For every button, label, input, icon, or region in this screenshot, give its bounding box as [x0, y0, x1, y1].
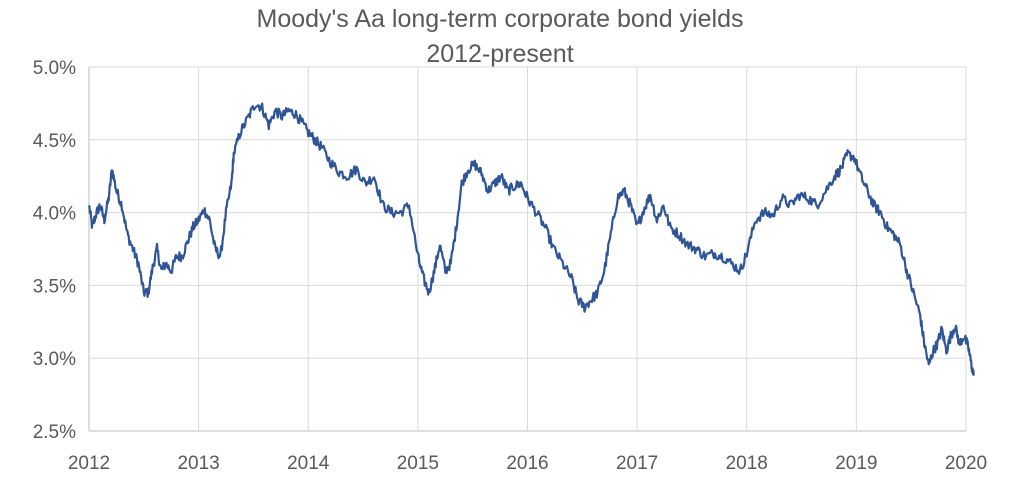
x-tick-label: 2012 — [68, 453, 110, 474]
y-tick-label: 2.5% — [33, 422, 76, 443]
series-layer — [87, 102, 975, 376]
y-tick-label: 4.0% — [33, 204, 76, 225]
x-axis-tick-labels: 2012 2013 2014 2015 2016 2017 2018 2019 2020 — [68, 453, 987, 474]
x-tick-label: 2015 — [397, 453, 439, 474]
grid-lines — [88, 66, 967, 432]
series-line — [87, 102, 975, 376]
y-tick-label: 3.0% — [33, 349, 76, 370]
y-tick-label: 4.5% — [33, 131, 76, 152]
x-tick-label: 2013 — [177, 453, 219, 474]
y-tick-label: 3.5% — [33, 276, 76, 297]
x-tick-label: 2019 — [835, 453, 877, 474]
chart-subtitle: 2012-present — [426, 40, 573, 68]
x-tick-label: 2014 — [287, 453, 330, 474]
x-tick-label: 2017 — [616, 453, 658, 474]
x-tick-label: 2018 — [726, 453, 768, 474]
x-tick-label: 2020 — [945, 453, 987, 474]
x-tick-label: 2016 — [506, 453, 548, 474]
y-axis-tick-labels: 2.5% 3.0% 3.5% 4.0% 4.5% 5.0% — [33, 58, 76, 443]
chart-title: Moody's Aa long-term corporate bond yiel… — [257, 5, 744, 33]
y-tick-label: 5.0% — [33, 58, 76, 79]
